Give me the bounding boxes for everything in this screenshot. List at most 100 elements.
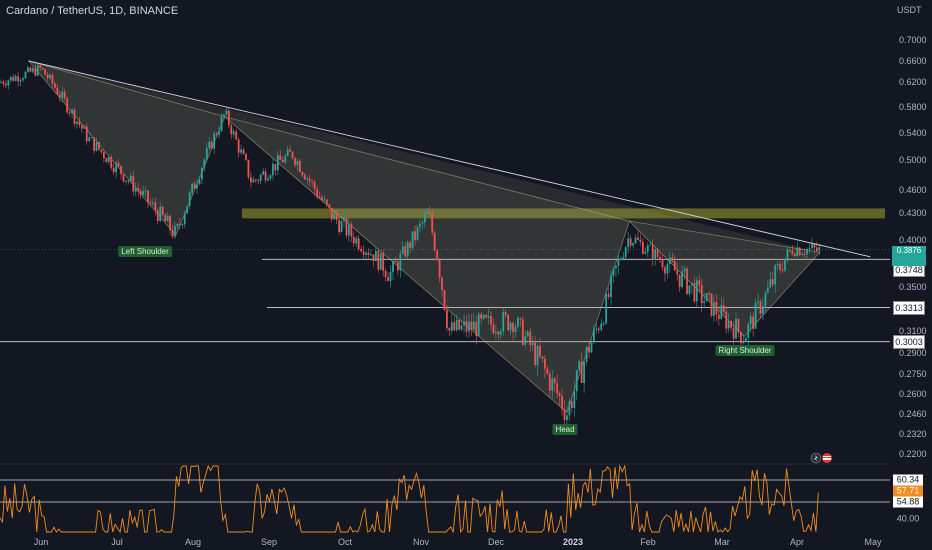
- candle-body: [504, 311, 507, 315]
- time-axis-tick: Aug: [184, 537, 202, 547]
- candle-body: [695, 280, 698, 302]
- price-axis-tick: 0.2460: [899, 409, 927, 419]
- candle-body: [188, 192, 191, 206]
- price-axis-tick: 0.4600: [899, 185, 927, 195]
- candle-body: [436, 250, 438, 260]
- price-axis-tick: 0.3500: [899, 282, 927, 292]
- candle-body: [333, 213, 336, 220]
- candle-body: [502, 311, 505, 332]
- currency-label: USDT: [897, 5, 922, 15]
- candle-body: [80, 125, 83, 129]
- candle-body: [54, 83, 56, 88]
- candle-body: [115, 162, 118, 173]
- candle-body: [401, 246, 404, 254]
- candle-body: [671, 257, 674, 262]
- candle-body: [274, 163, 277, 171]
- candle-body: [617, 258, 620, 266]
- candle-body: [423, 214, 426, 223]
- candle-body: [132, 175, 135, 192]
- candle-body: [686, 268, 688, 294]
- candle-body: [98, 142, 100, 150]
- candle-body: [642, 241, 644, 254]
- candle-body: [294, 158, 296, 165]
- candle-body: [678, 274, 681, 288]
- time-axis-tick: Feb: [640, 537, 656, 547]
- candle-body: [409, 242, 412, 248]
- price-axis-tick: 0.2900: [899, 348, 927, 358]
- candle-body: [181, 224, 184, 226]
- candle-body: [240, 149, 242, 153]
- candle-body: [666, 263, 669, 274]
- candle-body: [524, 336, 527, 345]
- time-axis-tick: Jul: [111, 537, 123, 547]
- candle-body: [458, 319, 461, 330]
- candle-body: [747, 324, 750, 339]
- candle-body: [509, 322, 512, 330]
- candle-body: [632, 243, 634, 246]
- alert-flag-icon[interactable]: [810, 452, 834, 464]
- candle-body: [196, 183, 198, 189]
- price-axis-tick: 0.2600: [899, 389, 927, 399]
- candle-body: [198, 179, 201, 184]
- candle-body: [450, 322, 453, 331]
- candle-body: [73, 109, 76, 124]
- candle-body: [76, 121, 78, 124]
- candle-body: [813, 244, 816, 248]
- candle-body: [453, 322, 456, 331]
- candle-body: [370, 254, 372, 256]
- candle-body: [134, 187, 137, 192]
- candle-body: [247, 159, 250, 178]
- candle-body: [105, 158, 108, 163]
- candle-body: [771, 279, 774, 285]
- candle-body: [269, 175, 272, 179]
- candle-body: [789, 249, 791, 251]
- candle-body: [448, 327, 451, 331]
- candle-body: [769, 279, 772, 288]
- price-axis-tick: 0.2750: [899, 369, 927, 379]
- candle-body: [276, 155, 279, 171]
- candle-body: [580, 361, 583, 383]
- candle-body: [36, 65, 39, 76]
- candle-body: [705, 293, 708, 302]
- candle-body: [727, 321, 730, 329]
- candle-body: [352, 236, 355, 244]
- resistance-zone-rect: [242, 208, 885, 219]
- price-axis-tick: 0.3100: [899, 326, 927, 336]
- candle-body: [203, 159, 206, 169]
- candle-body: [548, 373, 551, 391]
- candle-body: [303, 175, 306, 180]
- candle-body: [281, 159, 284, 163]
- candle-body: [301, 172, 304, 176]
- candle-body: [649, 244, 652, 246]
- pattern-segment: [224, 116, 630, 414]
- trendline: [28, 60, 871, 258]
- candle-body: [624, 247, 627, 258]
- candle-body: [377, 250, 380, 270]
- candle-body: [215, 133, 218, 135]
- candle-body: [227, 110, 230, 126]
- candle-body: [737, 319, 740, 333]
- candle-body: [17, 76, 20, 82]
- ticker-title: Cardano / TetherUS, 1D, BINANCE: [6, 5, 179, 17]
- time-axis-tick: Mar: [714, 537, 730, 547]
- candle-body: [539, 345, 541, 357]
- candle-body: [103, 151, 105, 159]
- candle-body: [700, 284, 703, 304]
- time-axis-tick: Jun: [33, 537, 49, 547]
- price-axis-tick: 0.2200: [899, 449, 927, 459]
- candle-body: [698, 280, 701, 285]
- candle-body: [245, 154, 247, 160]
- candle-body: [272, 163, 274, 176]
- candle-body: [63, 91, 66, 99]
- candle-body: [818, 247, 821, 251]
- candle-body: [710, 293, 713, 316]
- candle-body: [100, 149, 103, 152]
- candle-body: [335, 213, 338, 221]
- candle-body: [289, 149, 291, 152]
- candlestick-series: [0, 63, 821, 431]
- candle-body: [776, 264, 779, 266]
- candle-body: [318, 196, 321, 198]
- candle-body: [44, 69, 46, 75]
- candle-body: [688, 285, 691, 294]
